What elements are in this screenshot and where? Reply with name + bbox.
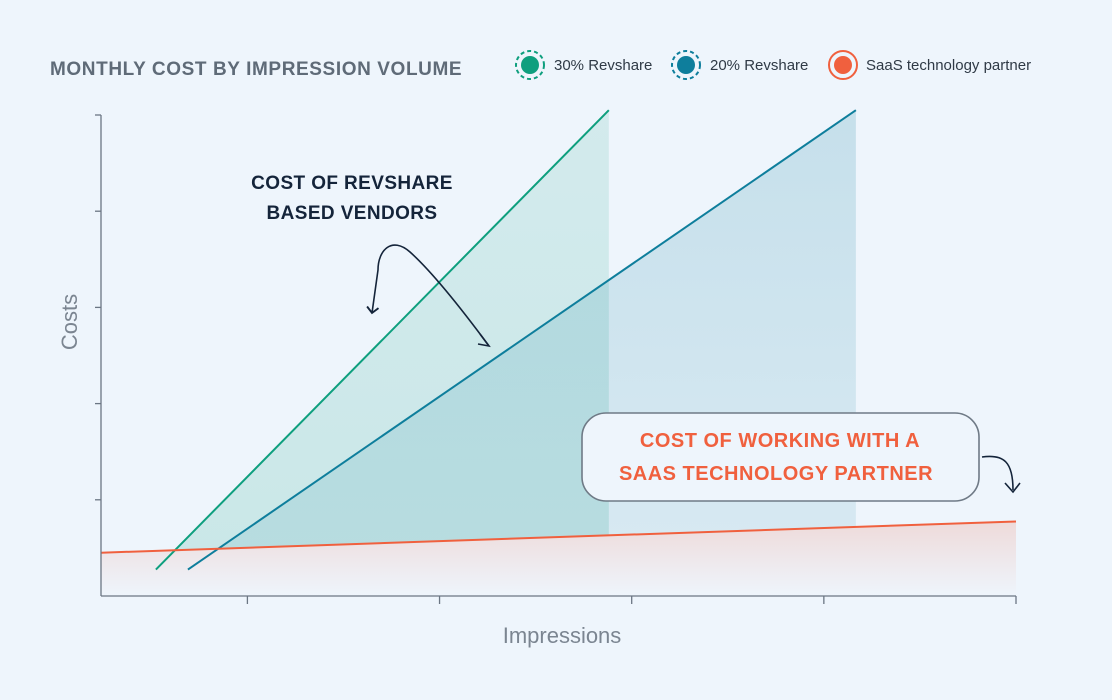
y-axis-label: Costs — [57, 294, 82, 350]
annotation-revshare-arrowhead — [477, 333, 491, 348]
series-lines — [100, 109, 1017, 571]
legend-label-saas: SaaS technology partner — [866, 57, 1031, 74]
series-areas — [101, 110, 1016, 596]
annotation-revshare-line-1: COST OF REVSHARE — [251, 173, 453, 194]
legend-20-dot-icon — [677, 56, 695, 74]
legend-item-saas: SaaS technology partner — [828, 50, 1031, 80]
annotation-saas-line-1: COST OF WORKING WITH A — [640, 430, 920, 452]
legend-saas-dot-icon — [834, 56, 852, 74]
annotation-saas-box — [581, 412, 980, 502]
line-30-revshare — [155, 109, 610, 571]
annotation-saas: COST OF WORKING WITH A SAAS TECHNOLOGY P… — [581, 412, 1021, 502]
x-axis-label: Impressions — [503, 623, 622, 648]
legend-30-dot-icon — [521, 56, 539, 74]
legend: 30% Revshare 20% Revshare SaaS technolog… — [515, 50, 1031, 80]
legend-saas-ring-icon — [828, 50, 858, 80]
line-20-revshare — [187, 109, 857, 571]
annotation-saas-line-2: SAAS TECHNOLOGY PARTNER — [619, 463, 933, 485]
annotation-revshare-line-2: BASED VENDORS — [267, 203, 438, 224]
legend-20-ring-icon — [671, 50, 701, 80]
area-saas — [101, 521, 1016, 596]
legend-label-30-revshare: 30% Revshare — [554, 57, 652, 74]
annotation-saas-arrow — [981, 455, 1014, 491]
legend-item-30-revshare: 30% Revshare — [515, 50, 652, 80]
annotation-revshare: COST OF REVSHARE BASED VENDORS — [251, 173, 491, 348]
annotation-saas-arrowhead — [1004, 482, 1021, 494]
axes — [95, 114, 1017, 604]
annotation-revshare-arrow — [366, 244, 490, 347]
line-saas — [100, 520, 1017, 554]
legend-30-ring-icon — [515, 50, 545, 80]
legend-label-20-revshare: 20% Revshare — [710, 57, 808, 74]
legend-item-20-revshare: 20% Revshare — [671, 50, 808, 80]
chart-title: MONTHLY COST BY IMPRESSION VOLUME — [50, 59, 462, 80]
